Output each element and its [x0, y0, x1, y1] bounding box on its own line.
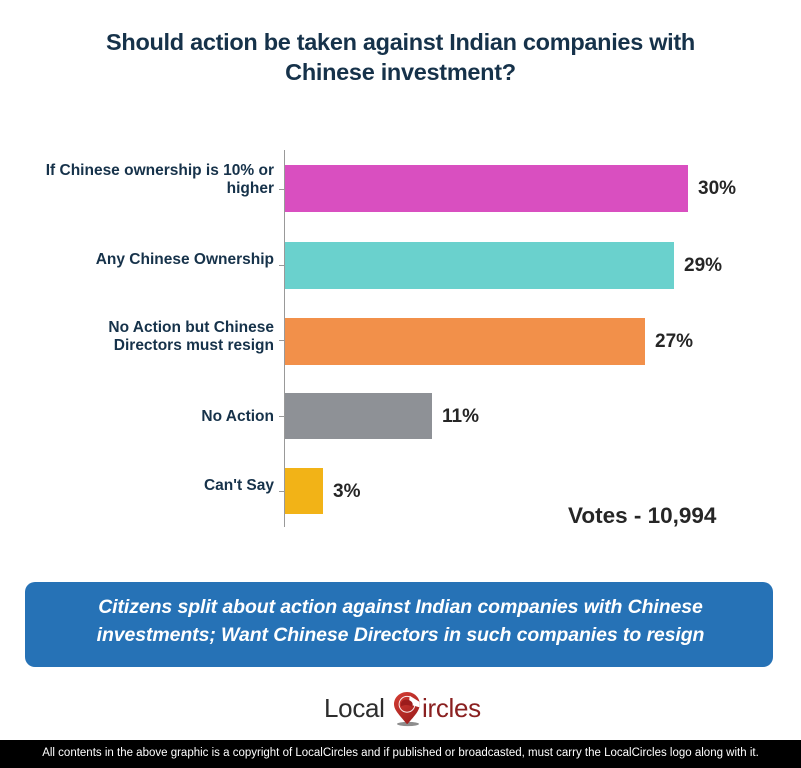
svg-text:Local: Local — [324, 693, 385, 723]
svg-text:ircles: ircles — [422, 693, 481, 723]
